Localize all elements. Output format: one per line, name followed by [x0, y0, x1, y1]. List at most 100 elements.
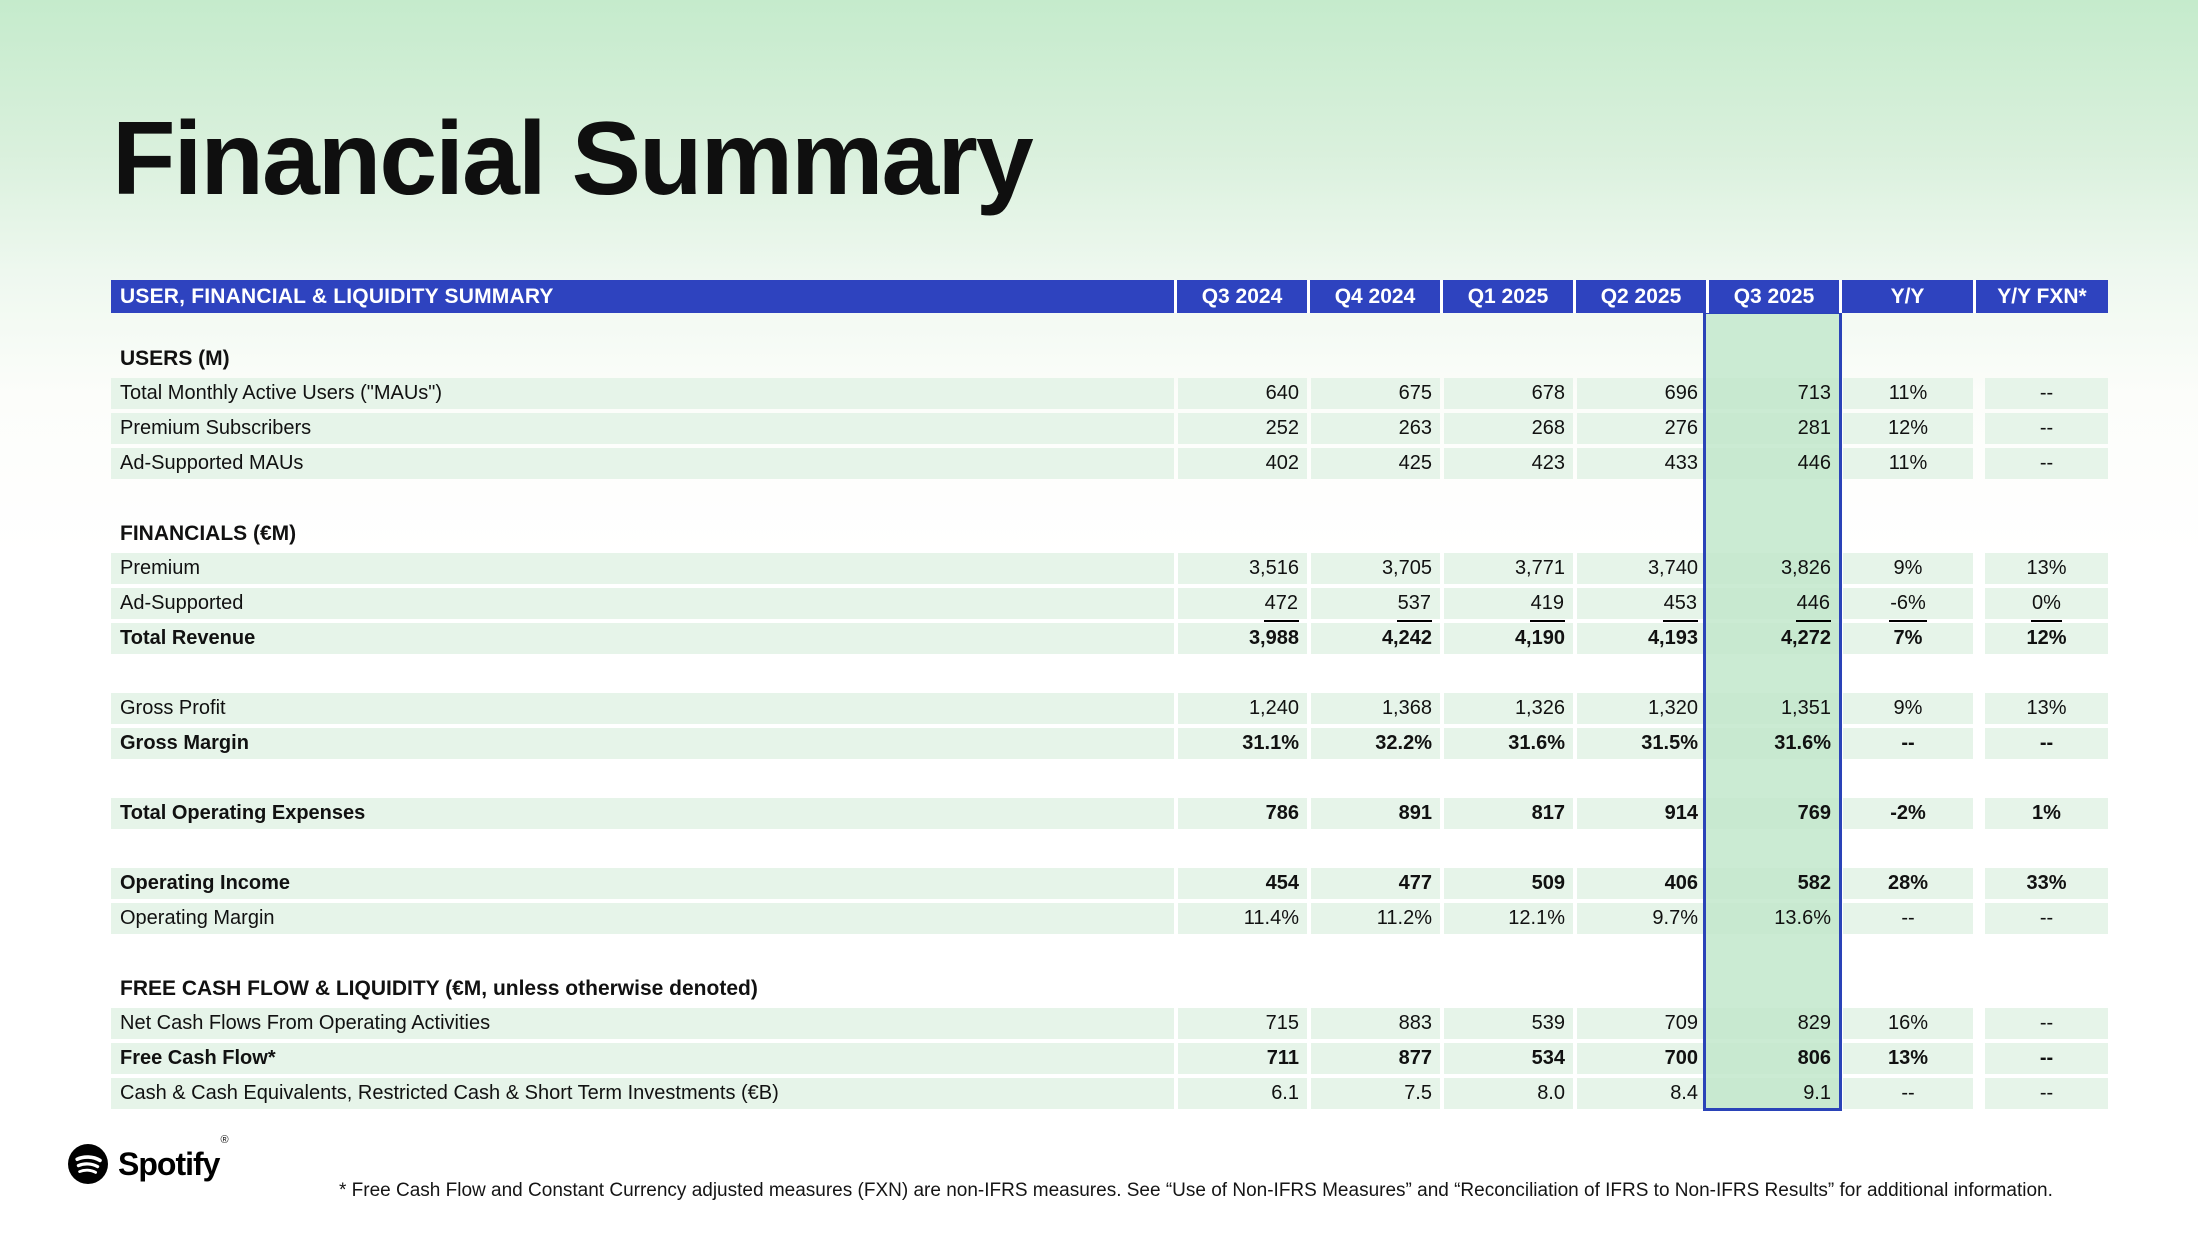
cell-value: 446: [1797, 452, 1831, 474]
table-row: Free Cash Flow* 711 877 534 700 806 13% --: [111, 1043, 2108, 1074]
cell-value: 3,988: [1248, 627, 1299, 649]
cell-value: 3,826: [1780, 557, 1831, 579]
cell-value: 715: [1265, 1012, 1299, 1034]
value-cell: 1%: [1973, 798, 2108, 829]
table-title: USER, FINANCIAL & LIQUIDITY SUMMARY: [120, 285, 554, 308]
cell-value: 7.5: [1404, 1082, 1432, 1104]
value-cell: 7%: [1839, 623, 1973, 654]
value-cell: 281: [1706, 413, 1839, 444]
value-cell: 537: [1307, 588, 1440, 622]
value-cell: 3,988: [1174, 623, 1307, 654]
cell-value: 263: [1398, 417, 1432, 439]
section-label: FINANCIALS (€M): [120, 522, 297, 545]
value-cell: 713: [1706, 378, 1839, 409]
value-cell: 891: [1307, 798, 1440, 829]
cell-value: 806: [1797, 1047, 1831, 1069]
value-cell: 509: [1440, 868, 1573, 899]
section-row: FINANCIALS (€M): [111, 518, 2108, 549]
page-title: Financial Summary: [112, 101, 1034, 217]
value-cell: 1,326: [1440, 693, 1573, 724]
spotify-wordmark: Spotify®: [118, 1133, 229, 1182]
cell-value: 696: [1664, 382, 1698, 404]
value-cell: 433: [1573, 448, 1706, 479]
value-cell: 4,272: [1706, 623, 1839, 654]
column-header-q1-2025: Q1 2025: [1440, 280, 1573, 313]
cell-value: 3,740: [1647, 557, 1698, 579]
value-cell: 276: [1573, 413, 1706, 444]
cell-value: 1,326: [1514, 697, 1565, 719]
cell-value: 1,351: [1780, 697, 1831, 719]
value-cell: 678: [1440, 378, 1573, 409]
spacer-row: [111, 938, 2108, 969]
cell-value: 3,516: [1248, 557, 1299, 579]
registered-mark: ®: [220, 1133, 229, 1146]
cell-value: 537: [1396, 588, 1432, 622]
cell-value: --: [2039, 907, 2054, 929]
row-label: Total Operating Expenses: [111, 798, 1174, 829]
cell-value: 1,320: [1647, 697, 1698, 719]
value-cell: 33%: [1973, 868, 2108, 899]
value-cell: 711: [1174, 1043, 1307, 1074]
table-row: Operating Income 454 477 509 406 582 28% 33%: [111, 868, 2108, 899]
cell-value: 4,242: [1381, 627, 1432, 649]
value-cell: 13%: [1973, 693, 2108, 724]
row-label: Ad-Supported MAUs: [111, 448, 1174, 479]
value-cell: --: [1973, 448, 2108, 479]
value-cell: 406: [1573, 868, 1706, 899]
value-cell: 675: [1307, 378, 1440, 409]
value-cell: 268: [1440, 413, 1573, 444]
spacer-row: [111, 763, 2108, 794]
table-row: Net Cash Flows From Operating Activities…: [111, 1008, 2108, 1039]
value-cell: 1,351: [1706, 693, 1839, 724]
cell-value: 0%: [2031, 588, 2062, 622]
cell-value: 539: [1531, 1012, 1565, 1034]
value-cell: 31.6%: [1440, 728, 1573, 759]
cell-value: 423: [1531, 452, 1565, 474]
value-cell: 12%: [1973, 623, 2108, 654]
row-label: Gross Margin: [111, 728, 1174, 759]
cell-value: --: [2039, 1082, 2054, 1104]
cell-value: 6.1: [1271, 1082, 1299, 1104]
column-header-q2-2025: Q2 2025: [1573, 280, 1706, 313]
cell-value: 3,705: [1381, 557, 1432, 579]
value-cell: 419: [1440, 588, 1573, 622]
value-cell: 539: [1440, 1008, 1573, 1039]
cell-value: --: [1901, 1082, 1915, 1104]
value-cell: 31.1%: [1174, 728, 1307, 759]
table-row: Premium Subscribers 252 263 268 276 281 12% --: [111, 413, 2108, 444]
cell-value: 13.6%: [1774, 907, 1831, 929]
cell-value: 9%: [1893, 557, 1923, 579]
cell-value: 13%: [1887, 1047, 1929, 1069]
cell-value: -2%: [1890, 802, 1926, 824]
table-header-row: USER, FINANCIAL & LIQUIDITY SUMMARY Q3 2…: [111, 280, 2108, 313]
cell-value: 406: [1664, 872, 1698, 894]
value-cell: 454: [1174, 868, 1307, 899]
value-cell: 4,190: [1440, 623, 1573, 654]
value-cell: 786: [1174, 798, 1307, 829]
value-cell: 1,320: [1573, 693, 1706, 724]
value-cell: --: [1973, 413, 2108, 444]
row-label: Premium Subscribers: [111, 413, 1174, 444]
value-cell: 715: [1174, 1008, 1307, 1039]
cell-value: 252: [1265, 417, 1299, 439]
value-cell: 3,771: [1440, 553, 1573, 584]
cell-value: 709: [1664, 1012, 1698, 1034]
value-cell: 3,516: [1174, 553, 1307, 584]
cell-value: 472: [1263, 588, 1299, 622]
value-cell: 28%: [1839, 868, 1973, 899]
cell-value: 16%: [1887, 1012, 1929, 1034]
value-cell: 423: [1440, 448, 1573, 479]
section-label: USERS (M): [120, 347, 230, 370]
cell-value: 4,272: [1780, 627, 1831, 649]
value-cell: 453: [1573, 588, 1706, 622]
column-header-q3-2024: Q3 2024: [1174, 280, 1307, 313]
column-header-q3-2025: Q3 2025: [1706, 280, 1839, 313]
value-cell: 402: [1174, 448, 1307, 479]
spotify-logo: Spotify®: [68, 1133, 229, 1184]
cell-value: 786: [1265, 802, 1299, 824]
cell-value: 9%: [1893, 697, 1923, 719]
table-row: Cash & Cash Equivalents, Restricted Cash…: [111, 1078, 2108, 1109]
table-row: Operating Margin 11.4% 11.2% 12.1% 9.7% 13.6%…: [111, 903, 2108, 934]
table-row: Ad-Supported 472 537 419 453 446 -6% 0%: [111, 588, 2108, 622]
cell-value: 31.1%: [1242, 732, 1299, 754]
